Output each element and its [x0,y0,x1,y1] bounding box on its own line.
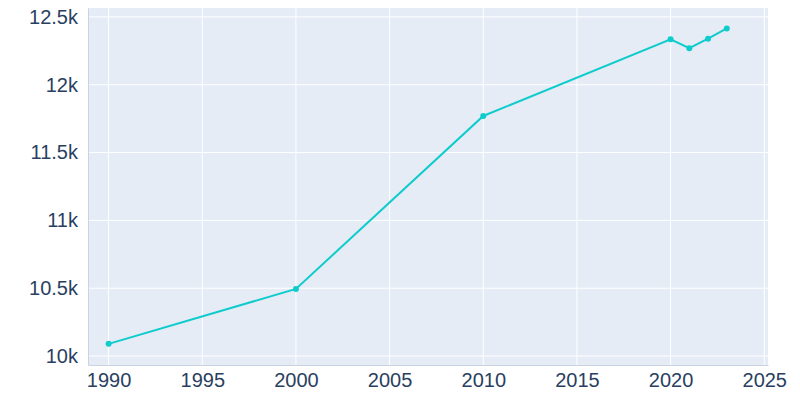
point [293,286,299,292]
x-tick-label: 1990 [87,369,132,391]
point [106,341,112,347]
x-tick: 1990 [87,365,132,391]
grid-line-y [88,84,768,85]
line [109,28,727,343]
point [480,113,486,119]
point [705,36,711,42]
y-tick-label: 11k [47,209,79,231]
y-tick: 12k [46,74,88,96]
y-tick-label: 11.5k [31,141,79,163]
x-tick: 2025 [743,365,788,391]
grid-line-y [88,356,768,357]
grid-line-x [483,8,484,365]
x-tick-label: 1995 [181,369,226,391]
grid-line-x [576,8,577,365]
plot-background [88,8,768,365]
point [724,25,730,31]
y-tick: 12.5k [29,6,88,28]
x-tick: 2015 [555,365,600,391]
grid-line-x [295,8,296,365]
grid-line-y [88,288,768,289]
grid-line-y [88,220,768,221]
y-tick: 11k [47,209,88,231]
plot: 1990 1995 2000 2005 2010 2015 2020 2025 10k 10.5k… [29,6,787,391]
grid-line-y [88,152,768,153]
data-marks [106,25,730,346]
y-tick: 10.5k [29,277,88,299]
x-tick-label: 2020 [649,369,694,391]
x-tick: 2000 [274,365,319,391]
x-tick-label: 2010 [462,369,507,391]
chart: 1990 1995 2000 2005 2010 2015 2020 2025 10k 10.5k… [0,0,800,400]
x-tick: 2005 [368,365,413,391]
y-tick-label: 10k [46,345,79,367]
point [686,45,692,51]
point [668,36,674,42]
grid-line-x [670,8,671,365]
x-tick-label: 2005 [368,369,413,391]
x-tick-label: 2015 [555,369,600,391]
y-tick: 10k [46,345,88,367]
grid-line-x [108,8,109,365]
grid-line-x [389,8,390,365]
y-tick-label: 10.5k [29,277,79,299]
y-tick-label: 12.5k [29,6,79,28]
x-axis: 1990 1995 2000 2005 2010 2015 2020 2025 [87,365,787,391]
y-tick: 11.5k [31,141,88,163]
grid-line-x [202,8,203,365]
y-tick-label: 12k [46,74,79,96]
grid-line-x [764,8,765,365]
x-tick: 2020 [649,365,694,391]
x-tick-label: 2000 [274,369,319,391]
x-tick-label: 2025 [743,369,788,391]
x-axis-line [89,365,769,366]
x-tick: 2010 [462,365,507,391]
grid [88,8,768,365]
y-axis: 10k 10.5k 11k 11.5k 12k 12.5k [29,6,88,367]
grid-line-y [88,16,768,17]
x-tick: 1995 [181,365,226,391]
y-axis-line [88,9,89,366]
